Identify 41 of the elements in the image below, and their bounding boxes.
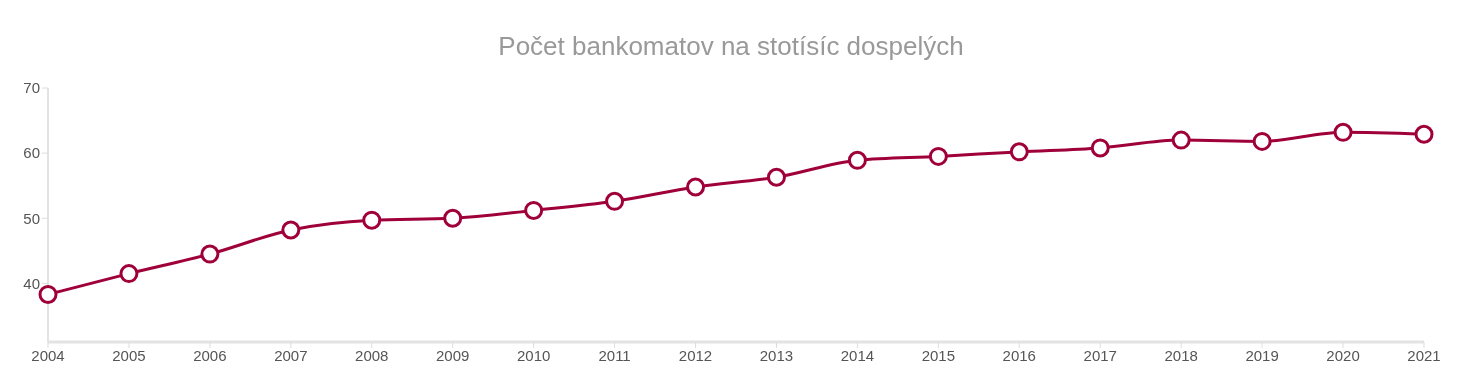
point (1171, 130, 1191, 150)
point (524, 200, 544, 220)
point (443, 208, 463, 228)
x-tick-label: 2012 (678, 346, 713, 364)
x-tick-label: 2007 (274, 346, 308, 364)
point (362, 210, 382, 230)
point (686, 177, 706, 197)
point (766, 167, 786, 187)
x-tick-label: 2017 (1083, 346, 1117, 364)
point (1333, 122, 1353, 142)
point (1414, 124, 1434, 144)
point (928, 146, 948, 166)
x-tick-label: 2006 (193, 346, 227, 364)
x-tick-label: 2014 (840, 346, 875, 364)
x-tick-label: 2008 (355, 346, 389, 364)
x-tick-label: 2005 (112, 346, 146, 364)
x-tick-label: 2009 (436, 346, 470, 364)
x-tick-label: 2010 (516, 346, 551, 364)
y-tick-label: 70 (23, 79, 40, 97)
x-tick-label: 2021 (1407, 346, 1441, 364)
x-tick-label: 2013 (759, 346, 794, 364)
point (1009, 142, 1029, 162)
point (38, 284, 58, 304)
point (605, 191, 625, 211)
point (119, 264, 139, 284)
x-tick-label: 2019 (1245, 346, 1279, 364)
point (1252, 131, 1272, 151)
x-tick-label: 2016 (1002, 346, 1036, 364)
y-tick-label: 50 (23, 209, 40, 227)
point (281, 220, 301, 240)
x-tick-label: 2015 (921, 346, 956, 364)
x-tick-label: 2011 (598, 346, 631, 364)
point (1090, 138, 1110, 158)
x-tick-label: 2018 (1164, 346, 1198, 364)
y-tick-label: 60 (23, 144, 40, 162)
x-tick-label: 2020 (1326, 346, 1360, 364)
y-tick-label: 40 (23, 274, 40, 292)
x-tick-label: 2004 (31, 346, 65, 364)
point (847, 150, 867, 170)
point (200, 244, 220, 264)
chart-title: Počet bankomatov na stotísíc dospelých (497, 30, 965, 63)
